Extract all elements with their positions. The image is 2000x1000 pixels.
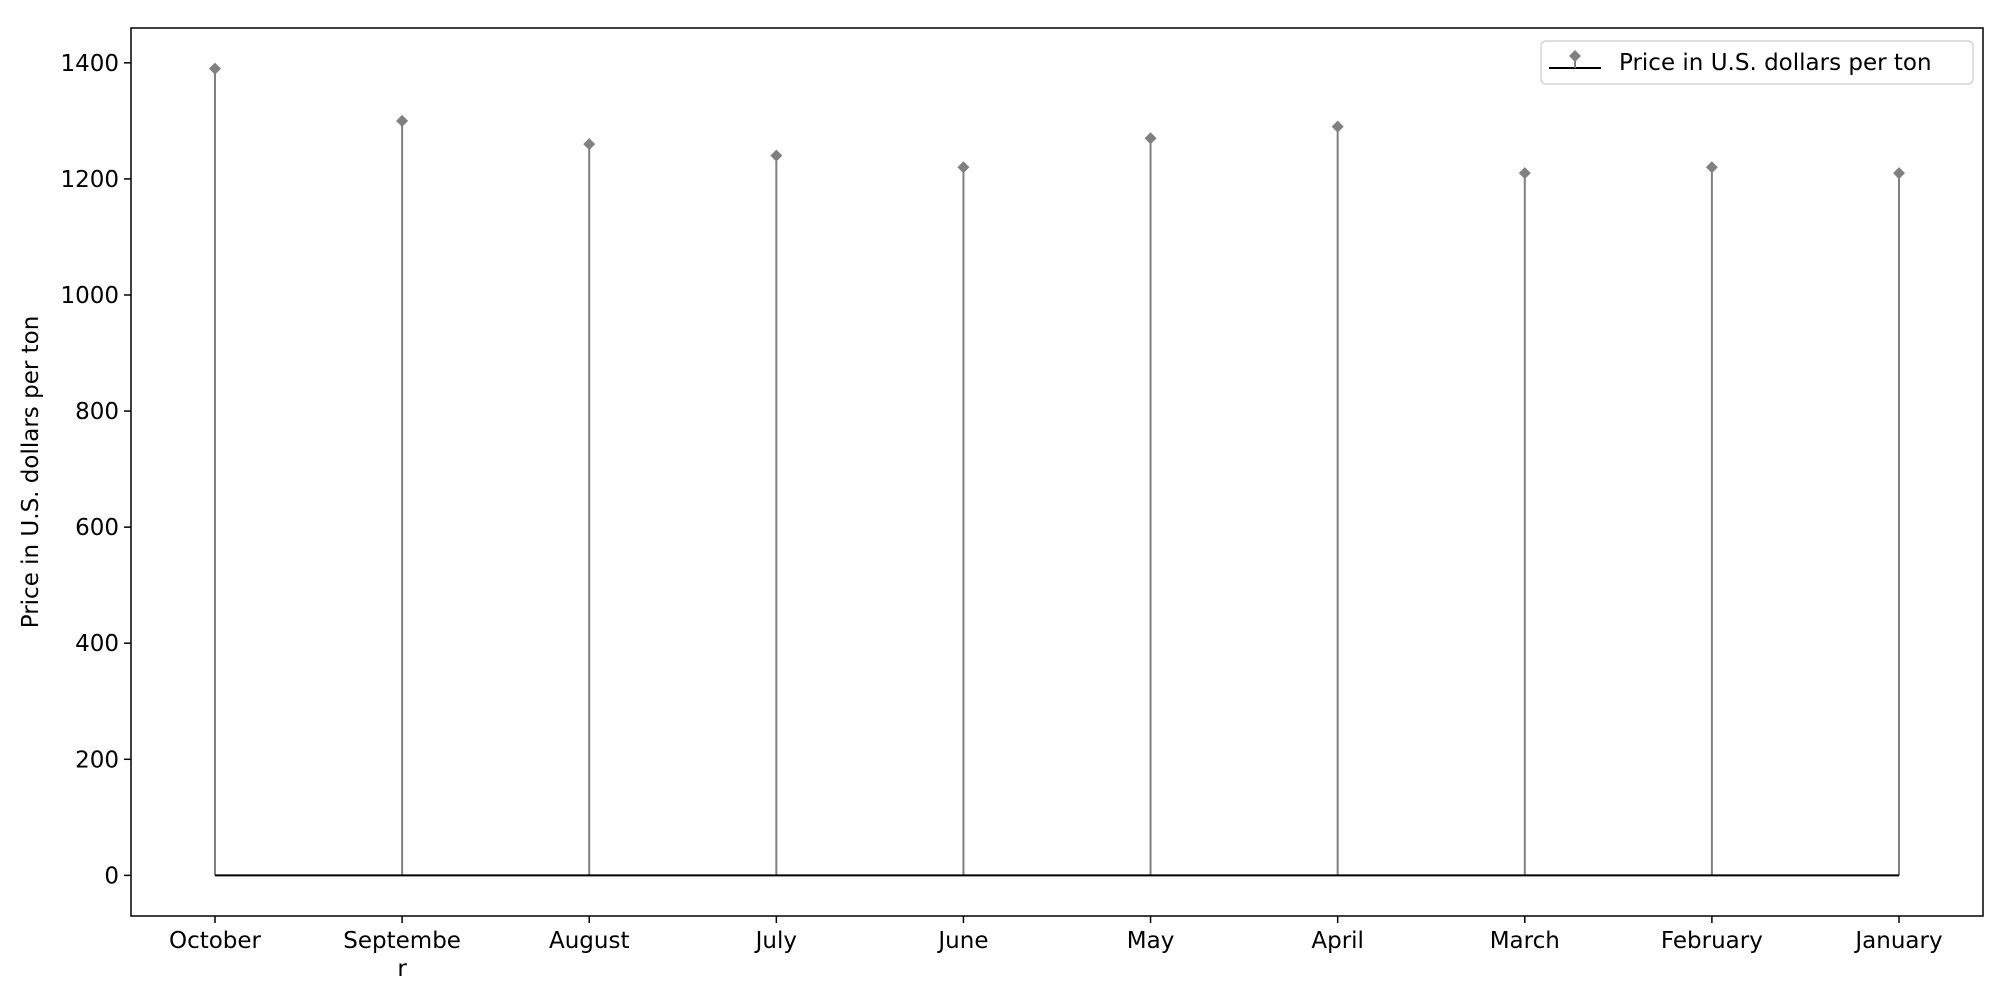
y-tick-label: 0 [104, 863, 119, 889]
legend-entry-label: Price in U.S. dollars per ton [1619, 50, 1932, 76]
y-tick-label: 200 [75, 747, 119, 773]
plot-frame [130, 27, 1984, 917]
x-tick-label: Septembe r [343, 928, 461, 982]
x-tick-label: February [1661, 928, 1763, 954]
x-tick-label: May [1127, 928, 1175, 954]
legend-box [1540, 40, 1974, 85]
y-tick-label: 600 [75, 515, 119, 541]
stem-marker [1518, 167, 1531, 180]
x-tick-label: June [936, 928, 988, 954]
y-tick-label: 1400 [60, 51, 119, 77]
legend-diamond-marker [1569, 50, 1581, 62]
x-axis: October Septembe r August July June May April Ma… [169, 916, 1943, 982]
stem-marker [770, 149, 783, 162]
stems [209, 62, 1905, 877]
x-tick-label: July [754, 928, 797, 954]
stem-marker [396, 114, 409, 127]
x-tick-label: August [549, 928, 630, 954]
y-tick-label: 1000 [60, 283, 119, 309]
y-tick-label: 1200 [60, 167, 119, 193]
legend: Price in U.S. dollars per ton [1540, 40, 1974, 85]
y-axis-label: Price in U.S. dollars per ton [18, 316, 44, 629]
y-tick-label: 800 [75, 399, 119, 425]
x-tick-label: April [1311, 928, 1364, 954]
x-tick-label: March [1490, 928, 1560, 954]
y-tick-label: 400 [75, 631, 119, 657]
stem-marker [1705, 161, 1718, 174]
stem-marker [957, 161, 970, 174]
stem-marker [1893, 167, 1905, 180]
x-tick-label: January [1853, 928, 1942, 954]
x-tick-label: October [169, 928, 262, 954]
stem-marker [1144, 132, 1157, 145]
y-axis: 0 200 400 600 800 1000 1200 1400 [60, 51, 131, 889]
plot-area [130, 27, 1984, 917]
stem-marker [1331, 120, 1344, 133]
stem-marker [583, 138, 596, 151]
stem-marker [209, 62, 221, 75]
